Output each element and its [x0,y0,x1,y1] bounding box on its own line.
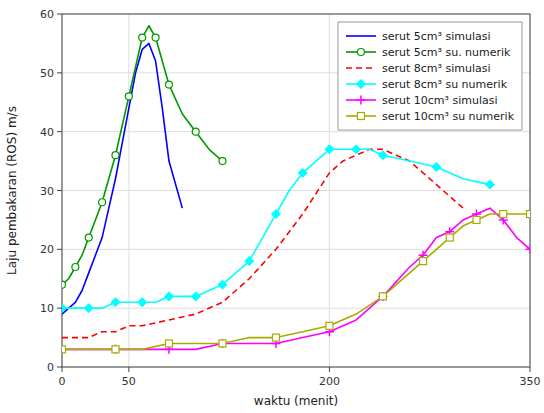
tick-label: 60 [40,8,54,21]
point-marker [112,152,119,159]
point-marker [165,81,172,88]
point-marker [84,304,93,313]
point-marker [378,151,387,160]
legend-label: serut 8cm³ su numerik [382,78,508,91]
grid-line [329,14,330,367]
point-marker [62,345,67,354]
tick-label: 50 [40,67,54,80]
data-layer [62,26,530,354]
point-marker [99,199,106,206]
tick-label: 350 [520,375,541,388]
grid-line [62,308,530,309]
tick-label: 200 [319,375,340,388]
tick-label: 50 [122,375,136,388]
point-marker [152,34,159,41]
tick-mark [57,131,62,132]
point-marker [111,298,120,307]
legend-marker [357,49,364,56]
point-marker [352,145,361,154]
point-marker [272,334,279,341]
legend-label: serut 5cm³ su. numerik [382,46,511,59]
point-marker [62,304,67,313]
point-marker [271,210,280,219]
tick-label: 20 [40,243,54,256]
point-marker [62,281,66,288]
point-marker [446,234,453,241]
point-marker [326,322,333,329]
tick-label: 30 [40,185,54,198]
point-marker [112,346,119,353]
point-marker [111,345,120,354]
tick-label: 0 [47,361,54,374]
grid-line [62,249,530,250]
legend-marker [357,113,364,120]
legend-swatch [346,35,376,37]
point-marker [164,292,173,301]
grid-line [128,14,129,367]
plot-area [62,14,530,367]
grid [62,14,530,367]
legend-label: serut 10cm³ simulasi [382,94,498,107]
legend: serut 5cm³ simulasi serut 5cm³ su. numeri… [338,22,522,130]
series-line [62,149,463,337]
tick-mark [128,367,129,372]
point-marker [219,158,226,165]
tick-mark [57,14,62,15]
point-marker [72,263,79,270]
tick-mark [530,367,531,372]
point-marker [298,168,307,177]
tick-mark [57,249,62,250]
legend-label: serut 10cm³ su numerik [382,110,515,123]
point-marker [191,292,200,301]
y-axis-label: Laju pembakaran (ROS) m/s [5,106,19,275]
tick-mark [57,367,62,368]
point-marker [219,340,226,347]
point-marker [125,93,132,100]
tick-mark [329,367,330,372]
tick-mark [57,72,62,73]
point-marker [192,128,199,135]
legend-marker [356,96,365,105]
point-marker [432,162,441,171]
point-marker [245,257,254,266]
point-marker [420,258,427,265]
series-line [62,26,222,285]
point-marker [485,180,494,189]
point-marker [218,339,227,348]
grid-line [62,190,530,191]
point-marker [218,280,227,289]
tick-label: 10 [40,302,54,315]
point-marker [325,145,334,154]
series-line [62,43,182,314]
point-marker [378,292,387,301]
point-marker [379,293,386,300]
grid-line [62,131,530,132]
point-marker [138,298,147,307]
series-line [62,149,490,308]
tick-mark [57,190,62,191]
chart: 0 10 20 30 40 50 60 0 50 200 350 waktu (menit) Laju … [0,0,544,413]
tick-label: 0 [59,375,66,388]
legend-label: serut 8cm³ simulasi [382,62,491,75]
point-marker [500,211,507,218]
series-line [62,208,530,349]
legend-marker [356,80,365,89]
legend-label: serut 5cm³ simulasi [382,30,491,43]
plot-frame [62,14,530,367]
tick-mark [57,308,62,309]
point-marker [165,340,172,347]
point-marker [526,245,531,254]
point-marker [139,34,146,41]
x-axis-label: waktu (menit) [254,394,338,408]
tick-label: 40 [40,126,54,139]
point-marker [473,216,480,223]
legend-swatch [346,67,376,69]
series-line [62,214,530,349]
point-marker [85,234,92,241]
point-marker [62,346,66,353]
point-marker [527,211,531,218]
legend-box [338,22,522,130]
tick-mark [62,367,63,372]
